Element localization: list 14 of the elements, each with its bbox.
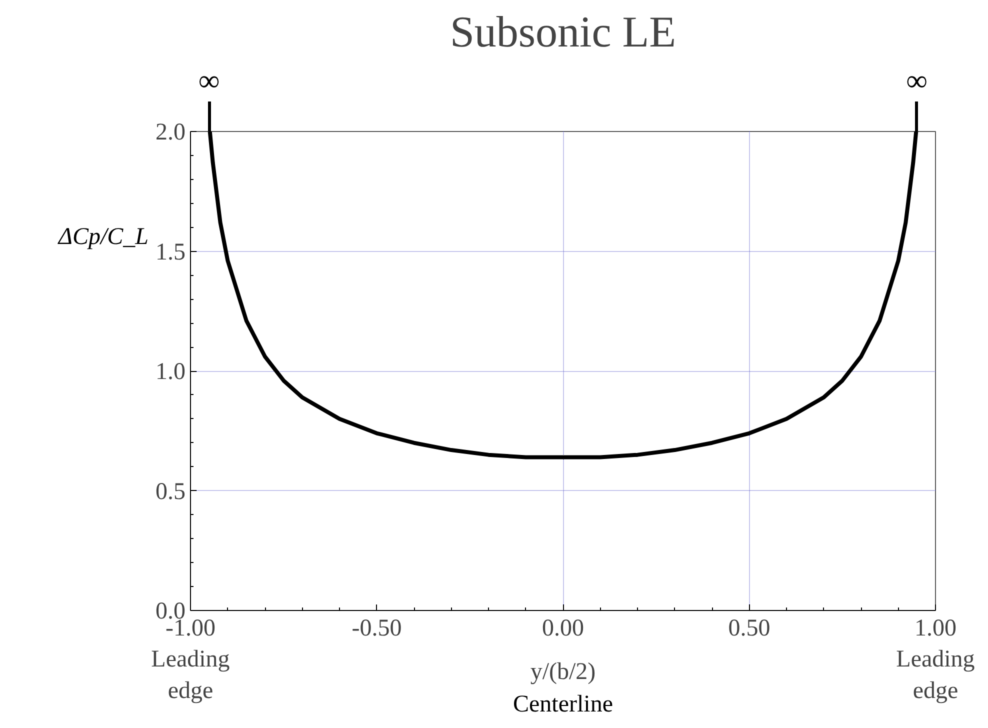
annotation: ∞ (198, 64, 220, 98)
x-tick-label: -0.50 (352, 616, 402, 642)
chart-title: Subsonic LE (450, 8, 676, 56)
annotation: ∞ (906, 64, 928, 98)
y-tick-label: 1.5 (156, 239, 186, 266)
y-tick-label: 0.5 (156, 478, 186, 505)
text: Centerline (513, 692, 613, 718)
y-tick-label: 1.0 (156, 359, 186, 385)
y-tick-label: 2.0 (156, 120, 186, 146)
x-tick-label: 0.00 (542, 616, 584, 642)
x-tick-label: 1.00 Leading edge (896, 616, 975, 704)
y-axis-title: ΔCp/C_L (57, 224, 149, 250)
x-axis-title: y/(b/2) (530, 658, 596, 685)
x-tick-label: 0.50 (728, 616, 770, 642)
